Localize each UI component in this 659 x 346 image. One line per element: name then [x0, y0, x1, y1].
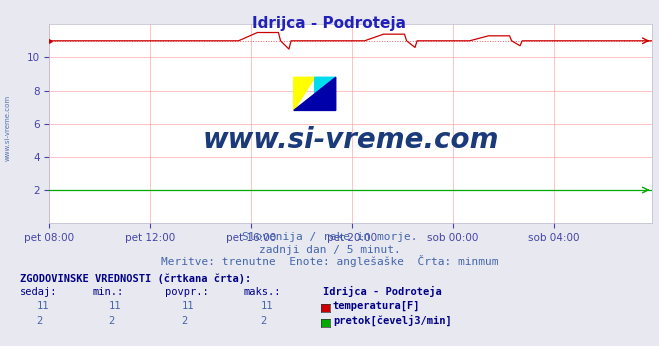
Text: Meritve: trenutne  Enote: anglešaške  Črta: minmum: Meritve: trenutne Enote: anglešaške Črta… [161, 255, 498, 267]
Text: 11: 11 [260, 301, 273, 311]
Text: 2: 2 [109, 316, 115, 326]
Text: pretok[čevelj3/min]: pretok[čevelj3/min] [333, 315, 451, 326]
Text: min.:: min.: [92, 287, 123, 297]
Text: maks.:: maks.: [244, 287, 281, 297]
Text: temperatura[F]: temperatura[F] [333, 301, 420, 311]
Text: Idrijca - Podroteja: Idrijca - Podroteja [252, 16, 407, 30]
Text: 2: 2 [36, 316, 42, 326]
Text: www.si-vreme.com: www.si-vreme.com [5, 95, 11, 161]
Text: 2: 2 [260, 316, 266, 326]
Text: Slovenija / reke in morje.: Slovenija / reke in morje. [242, 233, 417, 243]
Polygon shape [294, 77, 335, 110]
Text: 2: 2 [181, 316, 187, 326]
Text: 11: 11 [109, 301, 121, 311]
Text: 11: 11 [181, 301, 194, 311]
Text: zadnji dan / 5 minut.: zadnji dan / 5 minut. [258, 245, 401, 255]
Polygon shape [315, 77, 335, 110]
Text: sedaj:: sedaj: [20, 287, 57, 297]
Text: povpr.:: povpr.: [165, 287, 208, 297]
Polygon shape [294, 77, 315, 110]
Text: 11: 11 [36, 301, 49, 311]
Text: www.si-vreme.com: www.si-vreme.com [203, 126, 499, 154]
Text: ZGODOVINSKE VREDNOSTI (črtkana črta):: ZGODOVINSKE VREDNOSTI (črtkana črta): [20, 273, 251, 284]
Text: Idrijca - Podroteja: Idrijca - Podroteja [323, 286, 442, 297]
